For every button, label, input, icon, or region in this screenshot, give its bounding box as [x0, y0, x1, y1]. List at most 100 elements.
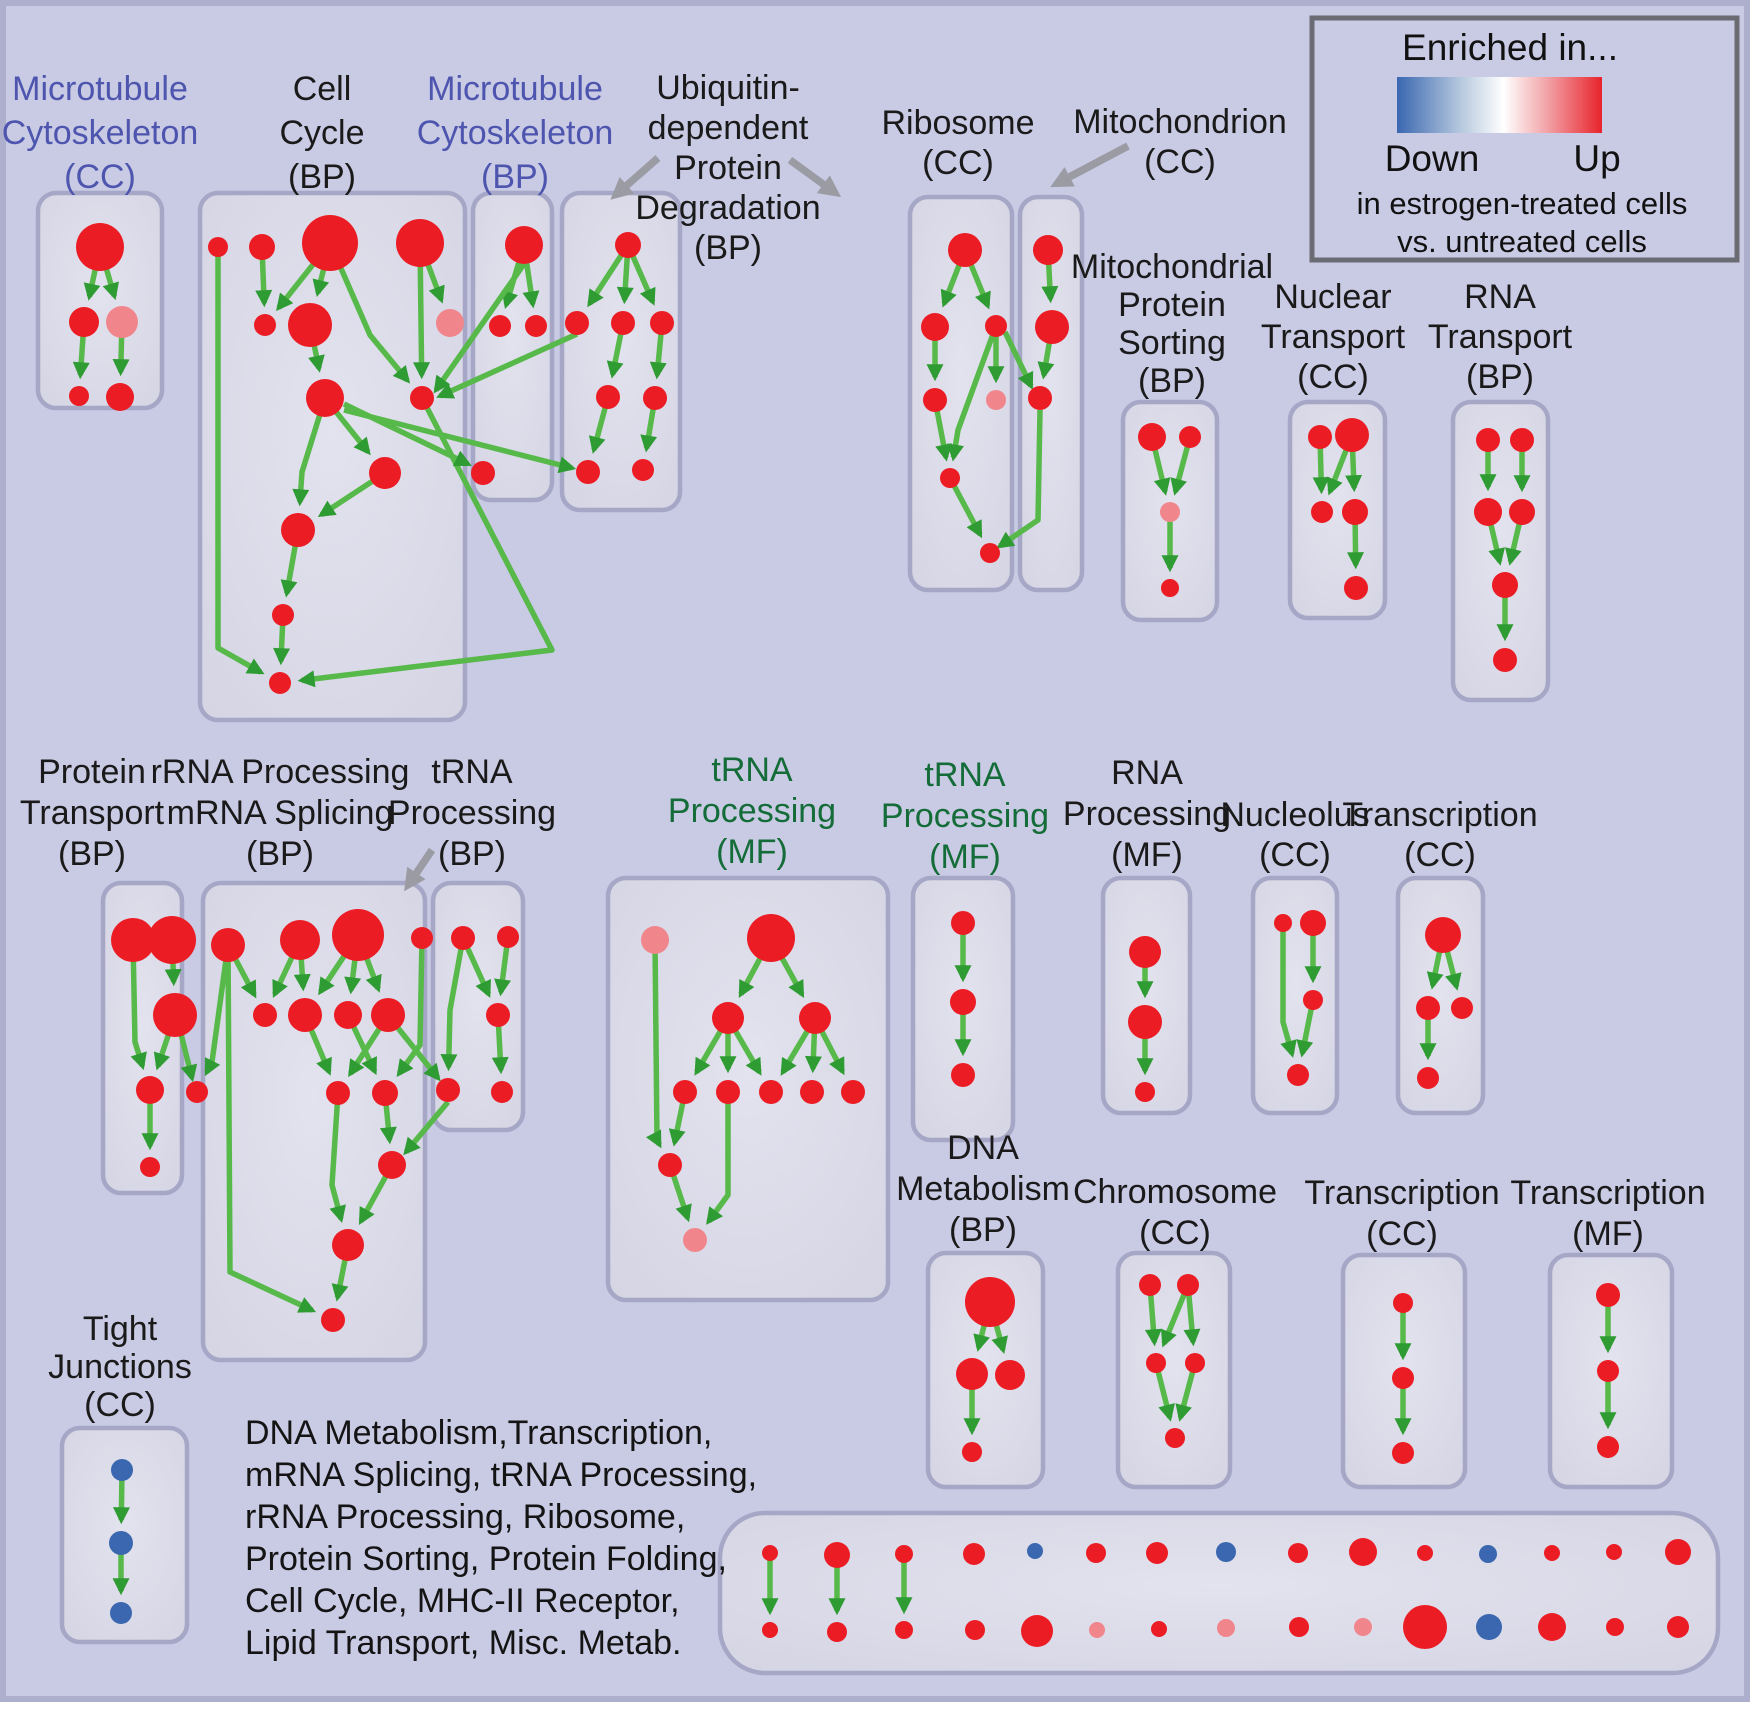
cluster-box-misc-cluster-group [717, 1510, 1721, 1676]
node-ribosome-cc-0 [948, 233, 982, 267]
node-rrna-processing-mrna-splicing-bp-13 [321, 1308, 345, 1332]
node-rna-transport-bp-5 [1493, 648, 1517, 672]
label-line: mRNA Splicing [166, 794, 394, 832]
label-line: (CC) [1139, 1214, 1211, 1252]
cluster-label-rna-transport-bp: RNA Transport (BP) [1428, 277, 1572, 397]
node-protein-transport-bp-3 [136, 1076, 164, 1104]
cluster-label-transcription-mf: Transcription (MF) [1510, 1173, 1705, 1255]
label-pointer-arrow-0 [610, 155, 661, 200]
node-chromosome-cc-0 [1139, 1274, 1161, 1296]
node-rrna-processing-mrna-splicing-bp-11 [378, 1151, 406, 1179]
node-rrna-processing-mrna-splicing-bp-12 [332, 1229, 364, 1261]
node-cell-cycle-bp-0 [208, 237, 228, 257]
misc-text-line: Lipid Transport, Misc. Metab. [245, 1624, 682, 1662]
edge-cell-cycle-bp-4 [327, 241, 411, 384]
node-misc-cluster-group-6 [1146, 1542, 1168, 1564]
label-line: dependent [647, 109, 809, 147]
node-misc-cluster-group-17 [895, 1621, 913, 1639]
label-line: Microtubule [427, 70, 603, 108]
node-misc-cluster-group-27 [1538, 1613, 1566, 1641]
node-microtubule-cytoskeleton-bp-3 [471, 461, 495, 485]
cluster-label-nucleolus-cc: Nucleolus (CC) [1220, 795, 1369, 875]
label-line: (BP) [57, 835, 126, 873]
node-nuclear-transport-cc-1 [1335, 418, 1369, 452]
cross-edge-7 [1002, 330, 1034, 390]
node-rrna-processing-mrna-splicing-bp-0 [211, 928, 245, 962]
node-microtubule-cytoskeleton-bp-2 [525, 315, 547, 337]
node-rrna-processing-mrna-splicing-bp-2 [332, 909, 384, 961]
edge-cell-cycle-bp-13 [297, 396, 555, 688]
node-rrna-processing-mrna-splicing-bp-5 [288, 998, 322, 1032]
node-trna-processing-mf-1-7 [800, 1080, 824, 1104]
label-line: Protein [38, 753, 146, 791]
cluster-box-nucleolus-cc [1250, 875, 1340, 1116]
node-chromosome-cc-1 [1177, 1274, 1199, 1296]
legend-subtitle-line1: in estrogen-treated cells [1356, 186, 1688, 221]
cluster-label-transcription-cc-bottom: Transcription (CC) [1304, 1173, 1499, 1255]
label-line: (BP) [1465, 358, 1534, 396]
node-microtubule-cytoskeleton-cc-2 [106, 306, 138, 338]
cluster-label-cell-cycle-bp: Cell Cycle (BP) [279, 67, 364, 199]
label-line: Chromosome [1072, 1173, 1278, 1211]
node-cell-cycle-bp-8 [410, 386, 434, 410]
node-tight-junctions-cc-1 [109, 1531, 133, 1555]
label-line: Transcription [1304, 1174, 1500, 1212]
node-trna-processing-mf-1-8 [841, 1080, 865, 1104]
edge-rrna-processing-mrna-splicing-bp-2 [225, 944, 317, 1313]
node-ubiquitin-dependent-protein-degradation-bp-1-7 [632, 459, 654, 481]
cluster-label-mitochondrion-cc: Mitochondrion (CC) [1073, 102, 1287, 182]
node-dna-metabolism-bp-0 [965, 1277, 1015, 1327]
label-line: Transport [1427, 318, 1573, 356]
node-trna-processing-bp-2 [486, 1003, 510, 1027]
label-line: (CC) [1297, 358, 1369, 396]
cross-edge-3 [343, 407, 577, 474]
cross-edge-8 [996, 409, 1043, 549]
label-line: Microtubule [12, 70, 188, 108]
node-trna-processing-mf-1-2 [712, 1002, 744, 1034]
label-line: tRNA [924, 756, 1006, 794]
node-cell-cycle-bp-11 [272, 604, 294, 626]
node-transcription-mf-2 [1597, 1436, 1619, 1458]
node-misc-cluster-group-10 [1417, 1545, 1433, 1561]
label-line: (CC) [922, 144, 994, 182]
node-cell-cycle-bp-1 [249, 234, 275, 260]
label-line: Mitochondrion [1073, 103, 1287, 141]
cluster-label-microtubule-cytoskeleton-bp: Microtubule Cytoskeleton (BP) [417, 67, 614, 199]
node-trna-processing-bp-4 [491, 1081, 513, 1103]
node-trna-processing-mf-1-4 [673, 1080, 697, 1104]
node-microtubule-cytoskeleton-cc-4 [106, 383, 134, 411]
node-misc-cluster-group-13 [1606, 1544, 1622, 1560]
node-rna-processing-mf-1 [1128, 1005, 1162, 1039]
label-pointer-arrow-2 [1050, 142, 1130, 188]
cluster-box-chromosome-cc [1115, 1250, 1233, 1490]
label-line: (MF) [929, 838, 1001, 876]
node-microtubule-cytoskeleton-cc-3 [69, 386, 89, 406]
node-cell-cycle-bp-7 [306, 379, 344, 417]
label-line: (CC) [1404, 836, 1476, 874]
node-trna-processing-mf-1-5 [716, 1080, 740, 1104]
cluster-label-rrna-processing-mrna-splicing-bp: rRNA Processing mRNA Splicing (BP) [151, 752, 410, 875]
label-line: tRNA [431, 753, 513, 791]
cluster-box-rrna-processing-mrna-splicing-bp [200, 880, 428, 1363]
cross-edge-5 [395, 1026, 441, 1082]
node-microtubule-cytoskeleton-bp-0 [505, 226, 543, 264]
node-ribosome-cc-2 [985, 315, 1007, 337]
node-misc-cluster-group-26 [1476, 1614, 1502, 1640]
node-mitochondrial-protein-sorting-bp-1 [1179, 426, 1201, 448]
node-cell-cycle-bp-3 [396, 219, 444, 267]
node-ubiquitin-dependent-protein-degradation-bp-1-3 [650, 311, 674, 335]
node-mitochondrion-cc-2 [1028, 386, 1052, 410]
label-line: DNA [947, 1129, 1019, 1167]
node-protein-transport-bp-0 [111, 918, 155, 962]
node-rrna-processing-mrna-splicing-bp-9 [326, 1081, 350, 1105]
node-ubiquitin-dependent-protein-degradation-bp-1-0 [615, 232, 641, 258]
node-ubiquitin-dependent-protein-degradation-bp-1-1 [565, 311, 589, 335]
node-ubiquitin-dependent-protein-degradation-bp-1-5 [643, 386, 667, 410]
cluster-label-trna-processing-mf-2: tRNA Processing (MF) [881, 755, 1049, 878]
label-line: Mitochondrial [1070, 248, 1274, 286]
misc-cluster-text: DNA Metabolism,Transcription, mRNA Splici… [245, 1412, 757, 1664]
node-misc-cluster-group-21 [1151, 1621, 1167, 1637]
node-misc-cluster-group-11 [1479, 1545, 1497, 1563]
node-misc-cluster-group-14 [1665, 1539, 1691, 1565]
